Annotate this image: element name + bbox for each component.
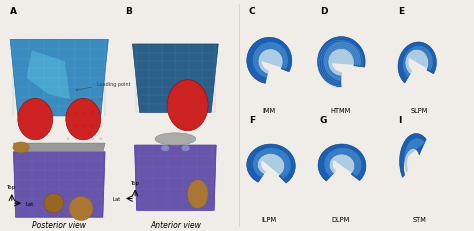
Ellipse shape [161,146,169,152]
Text: C: C [249,7,255,16]
Ellipse shape [69,197,93,221]
Polygon shape [247,144,295,183]
Text: Posterior view: Posterior view [32,220,86,229]
Polygon shape [247,38,292,84]
Polygon shape [27,51,70,100]
Text: STM: STM [412,216,427,222]
Polygon shape [133,45,218,113]
Ellipse shape [66,99,100,140]
Ellipse shape [155,133,196,146]
Polygon shape [324,148,362,177]
Text: G: G [320,116,328,125]
Text: Top: Top [8,184,16,189]
Ellipse shape [44,193,64,213]
Ellipse shape [182,146,190,152]
Polygon shape [10,40,109,116]
Ellipse shape [167,80,208,131]
Ellipse shape [13,142,29,153]
Text: DLPM: DLPM [331,216,349,222]
Polygon shape [13,143,105,152]
Polygon shape [400,134,426,178]
Text: I: I [398,116,401,125]
Text: Lat: Lat [113,196,121,201]
Text: D: D [320,7,328,16]
Text: B: B [126,7,133,16]
Text: E: E [398,7,404,16]
Polygon shape [404,139,425,173]
Ellipse shape [188,180,208,208]
Polygon shape [318,37,365,87]
Text: Anterior view: Anterior view [150,220,201,229]
Polygon shape [253,148,291,179]
Polygon shape [135,146,216,210]
Text: F: F [249,116,255,125]
Ellipse shape [18,99,53,140]
Polygon shape [13,152,105,217]
Text: ILPM: ILPM [262,216,277,222]
Text: IMM: IMM [263,107,276,113]
Polygon shape [403,46,433,78]
Text: Loading point: Loading point [76,81,131,91]
Text: Top: Top [131,180,139,185]
Text: SLPM: SLPM [411,107,428,113]
Text: Lat: Lat [26,201,34,206]
Polygon shape [398,43,437,84]
Polygon shape [324,42,361,81]
Text: HTMM: HTMM [330,107,350,113]
Text: A: A [9,7,17,16]
Polygon shape [253,43,288,79]
Polygon shape [318,144,366,181]
